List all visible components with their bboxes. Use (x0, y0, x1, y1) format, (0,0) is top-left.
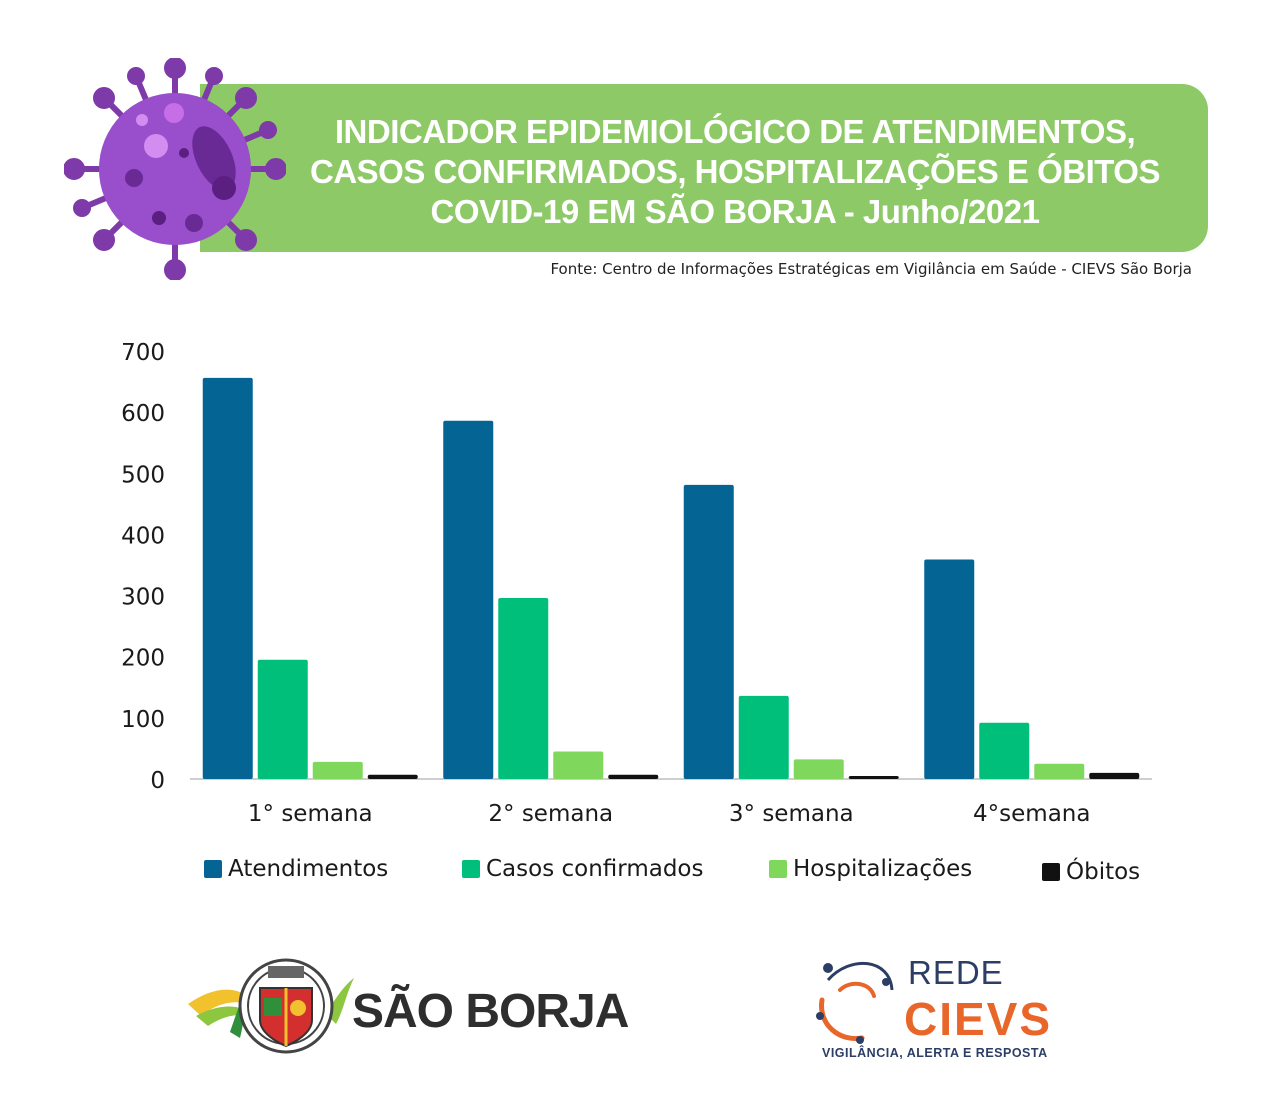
y-tick-label-400: 400 (121, 523, 165, 549)
legend-swatch-atendimentos (204, 860, 222, 878)
bar-atendimentos-3 (683, 484, 734, 779)
bar-casos-confirmados-2 (498, 598, 549, 779)
y-tick-label-100: 100 (121, 707, 165, 733)
title-line-1: INDICADOR EPIDEMIOLÓGICO DE ATENDIMENTOS… (334, 113, 1136, 150)
bar-hospitalizacoes-2 (553, 751, 604, 779)
bar-casos-confirmados-3 (738, 695, 789, 779)
bar-obitos-1 (367, 774, 418, 779)
legend-swatch-hospitalizacoes (769, 860, 787, 878)
rede-wordmark: REDE (908, 954, 1004, 991)
bar-hospitalizacoes-1 (312, 761, 363, 779)
legend-label-casos-confirmados: Casos confirmados (486, 856, 704, 882)
bar-casos-confirmados-1 (257, 659, 308, 779)
title-line-3: COVID-19 EM SÃO BORJA - Junho/2021 (430, 193, 1040, 230)
bar-atendimentos-2 (443, 420, 494, 779)
legend-item-obitos: Óbitos (1042, 859, 1140, 885)
legend-swatch-obitos (1042, 863, 1060, 881)
chart-title: INDICADOR EPIDEMIOLÓGICO DE ATENDIMENTOS… (250, 112, 1220, 232)
bar-obitos-3 (848, 775, 899, 779)
sao-borja-logo-icon (188, 958, 354, 1054)
y-tick-label-500: 500 (121, 462, 165, 488)
y-tick-label-0: 0 (150, 768, 165, 794)
bar-atendimentos-1 (202, 377, 253, 779)
bar-atendimentos-4 (924, 559, 975, 779)
legend-item-hospitalizacoes: Hospitalizações (769, 856, 972, 882)
y-tick-label-200: 200 (121, 646, 165, 672)
y-tick-label-700: 700 (121, 340, 165, 366)
legend-label-hospitalizacoes: Hospitalizações (793, 856, 973, 882)
virus-icon (64, 58, 286, 280)
sao-borja-wordmark: SÃO BORJA (352, 985, 629, 1038)
source-note: Fonte: Centro de Informações Estratégica… (550, 260, 1192, 278)
title-banner (200, 84, 1208, 252)
legend-item-atendimentos: Atendimentos (204, 856, 388, 882)
cievs-wordmark: CIEVS (904, 993, 1053, 1045)
legend-label-atendimentos: Atendimentos (228, 856, 389, 882)
x-tick-label-3: 3° semana (729, 801, 854, 827)
x-tick-label-1: 1° semana (248, 801, 373, 827)
x-tick-label-2: 2° semana (488, 801, 613, 827)
bar-casos-confirmados-4 (979, 722, 1030, 779)
bar-obitos-4 (1089, 772, 1140, 779)
rede-cievs-logo-icon (816, 961, 894, 1044)
bar-hospitalizacoes-3 (793, 759, 844, 779)
legend-item-casos-confirmados: Casos confirmados (462, 856, 704, 882)
bar-hospitalizacoes-4 (1034, 763, 1085, 779)
bar-obitos-2 (608, 774, 659, 779)
y-tick-label-600: 600 (121, 401, 165, 427)
title-line-2: CASOS CONFIRMADOS, HOSPITALIZAÇÕES E ÓBI… (309, 153, 1161, 190)
x-tick-label-4: 4°semana (973, 801, 1090, 827)
legend-label-obitos: Óbitos (1066, 859, 1141, 885)
y-tick-label-300: 300 (121, 585, 165, 611)
legend-swatch-casos-confirmados (462, 860, 480, 878)
cievs-tagline: VIGILÂNCIA, ALERTA E RESPOSTA (822, 1046, 1048, 1060)
